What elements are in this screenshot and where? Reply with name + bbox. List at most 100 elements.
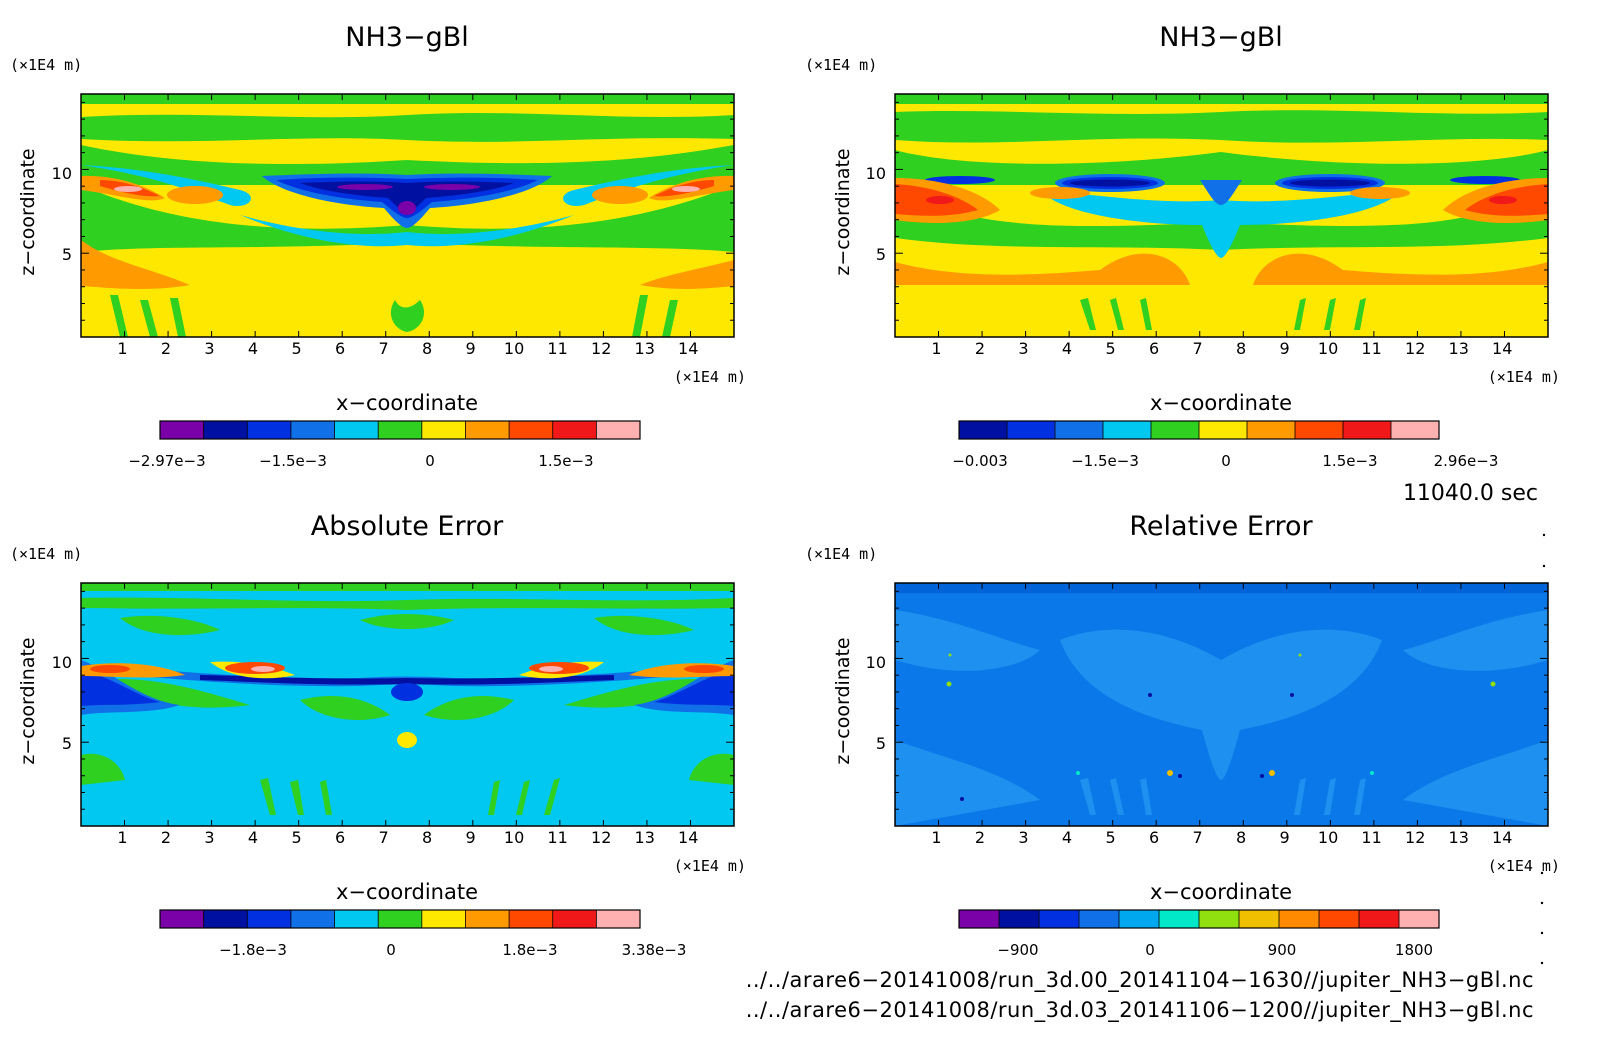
y-tick-label: 10	[52, 164, 72, 183]
x-tick-label: 11	[1361, 339, 1381, 358]
x-tick-label: 6	[1149, 339, 1159, 358]
colorbar-swatch	[465, 910, 510, 928]
y-axis-title: z−coordinate	[832, 637, 854, 764]
colorbar-tick-label: 3.38e−3	[622, 941, 687, 959]
colorbar	[159, 909, 641, 929]
source-file-path-2: ../../arare6−20141008/run_3d.03_20141106…	[745, 998, 1534, 1022]
colorbar-swatch	[1359, 910, 1400, 928]
x-tick-label: 8	[422, 828, 432, 847]
x-tick-label: 14	[1492, 339, 1512, 358]
x-unit-label: (×1E4 m)	[1488, 857, 1560, 875]
x-tick-label: 3	[1018, 828, 1028, 847]
x-tick-label: 8	[1236, 339, 1246, 358]
colorbar-labels: −0.003 −1.5e−3 0 1.5e−3 2.96e−3	[952, 452, 1498, 470]
x-tick-label: 2	[975, 339, 985, 358]
colorbar-swatch	[552, 421, 597, 439]
colorbar-swatch	[247, 910, 292, 928]
colorbar-swatch	[160, 421, 205, 439]
x-tick-label: 6	[1149, 828, 1159, 847]
x-tick-label: 9	[1280, 339, 1290, 358]
x-tick-label: 7	[1193, 828, 1203, 847]
y-tick-label: 5	[62, 245, 72, 264]
x-tick-label: 13	[635, 828, 655, 847]
colorbar-tick-label: 1800	[1395, 941, 1433, 959]
x-tick-label: 10	[504, 339, 524, 358]
colorbar-tick-label: 2.96e−3	[1434, 452, 1499, 470]
colorbar-tick-label: −1.5e−3	[1071, 452, 1139, 470]
x-ticks: 1 2 3 4 5 6 7 8 9 10 11 12 13 14	[117, 828, 698, 847]
colorbar-labels: −2.97e−3 −1.5e−3 0 1.5e−3	[128, 452, 593, 470]
x-tick-label: 10	[1318, 339, 1338, 358]
x-unit-label: (×1E4 m)	[674, 368, 746, 386]
colorbar-tick-label: −1.8e−3	[219, 941, 287, 959]
y-axis-title: z−coordinate	[17, 148, 39, 275]
colorbar-swatch	[203, 910, 248, 928]
colorbar-swatch	[203, 421, 248, 439]
heatmap-field	[80, 93, 735, 338]
y-tick-label: 10	[866, 164, 886, 183]
x-tick-label: 4	[1062, 828, 1072, 847]
colorbar-tick-label: 0	[386, 941, 396, 959]
x-tick-label: 3	[204, 828, 214, 847]
axis-tick-marks	[81, 94, 734, 337]
x-tick-label: 7	[379, 339, 389, 358]
colorbar-swatch	[1295, 421, 1344, 439]
colorbar-swatch	[1391, 421, 1440, 439]
y-tick-label: 5	[876, 734, 886, 753]
colorbar-swatch	[1079, 910, 1120, 928]
x-tick-label: 1	[931, 339, 941, 358]
x-tick-label: 8	[1236, 828, 1246, 847]
colorbar-swatch	[596, 910, 641, 928]
x-tick-label: 5	[1106, 828, 1116, 847]
x-ticks: 1 2 3 4 5 6 7 8 9 10 11 12 13 14	[117, 339, 698, 358]
y-tick-label: 10	[866, 653, 886, 672]
y-tick-label: 5	[62, 734, 72, 753]
simulation-time-label: 11040.0 sec	[1402, 481, 1538, 506]
colorbar-swatch	[1055, 421, 1104, 439]
x-tick-label: 1	[117, 828, 127, 847]
panel-relative-error: Relative Error (×1E4 m) z−coordinate	[805, 511, 1560, 959]
colorbar-swatch	[1343, 421, 1392, 439]
y-axis-title: z−coordinate	[832, 148, 854, 275]
colorbar-swatch	[1039, 910, 1080, 928]
colorbar	[159, 420, 641, 440]
colorbar-swatch	[959, 910, 1000, 928]
x-tick-label: 9	[466, 828, 476, 847]
colorbar-swatch	[1103, 421, 1152, 439]
x-tick-label: 10	[1318, 828, 1338, 847]
y-axis-title: z−coordinate	[17, 637, 39, 764]
colorbar-tick-label: −0.003	[952, 452, 1008, 470]
x-tick-label: 1	[117, 339, 127, 358]
colorbar-swatch	[421, 421, 466, 439]
x-tick-label: 2	[975, 828, 985, 847]
axis-tick-marks	[895, 94, 1548, 337]
x-ticks: 1 2 3 4 5 6 7 8 9 10 11 12 13 14	[931, 828, 1512, 847]
colorbar	[958, 909, 1440, 929]
colorbar-tick-label: 1.5e−3	[538, 452, 593, 470]
colorbar-swatch	[1199, 910, 1240, 928]
x-tick-label: 14	[1492, 828, 1512, 847]
colorbar-swatch	[334, 910, 379, 928]
colorbar-tick-label: 0	[425, 452, 435, 470]
colorbar-tick-label: 1.8e−3	[502, 941, 557, 959]
panel-title: NH3−gBl	[345, 22, 468, 53]
x-unit-label: (×1E4 m)	[1488, 368, 1560, 386]
source-file-path-1: ../../arare6−20141008/run_3d.00_20141104…	[745, 968, 1534, 992]
colorbar-swatch	[1119, 910, 1160, 928]
colorbar-tick-label: 900	[1268, 941, 1297, 959]
x-tick-label: 12	[1405, 339, 1425, 358]
colorbar-swatch	[1007, 421, 1056, 439]
colorbar-swatch	[509, 421, 554, 439]
y-unit-label: (×1E4 m)	[10, 56, 82, 74]
colorbar-swatch	[378, 421, 423, 439]
heatmap-field	[894, 582, 1549, 827]
colorbar-swatch	[378, 910, 423, 928]
x-tick-label: 13	[635, 339, 655, 358]
x-tick-label: 10	[504, 828, 524, 847]
colorbar-tick-label: −1.5e−3	[259, 452, 327, 470]
x-tick-label: 5	[292, 339, 302, 358]
y-tick-label: 5	[876, 245, 886, 264]
x-tick-label: 5	[292, 828, 302, 847]
colorbar-swatch	[1247, 421, 1296, 439]
